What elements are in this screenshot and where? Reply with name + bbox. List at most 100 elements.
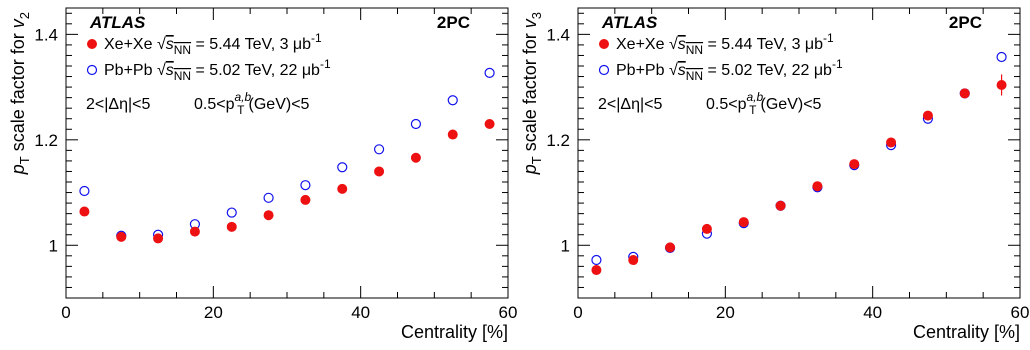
legend-energy-lumi: = 5.02 TeV, 22 μb — [191, 62, 320, 79]
data-point-xexe — [79, 206, 90, 217]
y-axis-title-vsub: 3 — [529, 12, 544, 19]
legend-sqrt-s: s — [166, 62, 174, 79]
y-tick-label: 1 — [561, 236, 570, 255]
data-point-xexe — [153, 233, 164, 244]
y-axis-title-v: v — [8, 18, 28, 28]
analysis-tag: 2PC — [437, 13, 470, 32]
y-axis-title-p: p — [8, 164, 28, 175]
analysis-tag: 2PC — [949, 13, 982, 32]
data-point-xexe — [410, 152, 421, 163]
legend-collision: Pb+Pb — [616, 62, 669, 79]
legend-sqrt-sign: √ — [157, 62, 166, 79]
cut-pt-text: 0.5<p — [194, 96, 235, 113]
x-axis-title: Centrality [%] — [401, 322, 508, 342]
legend-sqrt-sign: √ — [669, 62, 678, 79]
data-point-pbpb — [226, 207, 237, 218]
legend-sqrt-nn: NN — [174, 43, 191, 57]
legend-collision: Xe+Xe — [616, 36, 669, 53]
cut-deta: 2<|Δη|<5 — [598, 96, 662, 113]
cut-pt-rest: (GeV)<5 — [249, 96, 310, 113]
data-point-xexe — [849, 159, 860, 170]
data-point-xexe — [886, 137, 897, 148]
legend-marker-xexe — [599, 39, 609, 49]
cut-pt: 0.5<pa,b T (GeV)<5 — [706, 90, 822, 117]
x-tick-label: 40 — [863, 303, 882, 322]
x-tick-label: 0 — [573, 303, 582, 322]
y-axis-title-text: scale factor for — [8, 28, 28, 156]
data-point-xexe — [738, 217, 749, 228]
legend-sqrt-sign: √ — [669, 36, 678, 53]
y-tick-label: 1.2 — [34, 131, 58, 150]
cut-pt-sub: T — [749, 103, 757, 117]
legend-lumi-exponent: -1 — [823, 31, 834, 45]
legend-sqrt-s: s — [678, 36, 686, 53]
y-axis-title-sub: T — [17, 156, 32, 164]
legend-marker-xexe — [87, 39, 97, 49]
data-point-pbpb — [263, 192, 274, 203]
y-axis-title-p: p — [520, 164, 540, 175]
x-tick-label: 60 — [499, 303, 518, 322]
data-point-pbpb — [300, 180, 311, 191]
data-point-pbpb — [591, 254, 602, 266]
y-tick-label: 1.2 — [546, 131, 570, 150]
data-point-pbpb — [373, 144, 385, 155]
atlas-label: ATLAS — [89, 13, 146, 32]
data-point-pbpb — [337, 162, 348, 173]
legend-collision: Pb+Pb — [104, 62, 157, 79]
cut-pt: 0.5<pa,b T (GeV)<5 — [194, 90, 310, 117]
data-point-xexe — [300, 194, 311, 205]
data-point-xexe — [591, 265, 602, 276]
legend-collision: Xe+Xe — [104, 36, 157, 53]
legend-sqrt-nn: NN — [686, 43, 703, 57]
legend-marker-pbpb — [598, 64, 610, 76]
data-point-xexe — [226, 221, 237, 232]
cut-pt-sub: T — [237, 103, 245, 117]
legend-entry: Pb+Pb √sNN = 5.02 TeV, 22 μb-1 — [104, 57, 331, 83]
data-point-pbpb — [410, 118, 422, 130]
data-point-pbpb — [79, 185, 90, 197]
legend-entry: Xe+Xe √sNN = 5.44 TeV, 3 μb-1 — [616, 31, 834, 57]
x-tick-label: 20 — [204, 303, 223, 322]
x-tick-label: 20 — [716, 303, 735, 322]
data-point-xexe — [701, 223, 712, 234]
cut-pt-text: 0.5<p — [706, 96, 747, 113]
y-axis-title: pT scale factor for v2 — [8, 12, 32, 175]
atlas-label: ATLAS — [601, 13, 658, 32]
x-axis-title: Centrality [%] — [913, 322, 1020, 342]
data-point-xexe — [665, 242, 676, 253]
cut-deta: 2<|Δη|<5 — [86, 96, 150, 113]
y-tick-label: 1 — [49, 236, 58, 255]
cut-pt-sup: a,b — [746, 90, 763, 104]
data-point-xexe — [628, 255, 639, 266]
data-point-xexe — [959, 88, 970, 99]
data-point-xexe — [922, 110, 933, 121]
legend-lumi-exponent: -1 — [311, 31, 322, 45]
y-tick-label: 1.4 — [34, 25, 58, 44]
legend-sqrt-s: s — [678, 62, 686, 79]
data-point-xexe — [484, 119, 495, 129]
y-axis-title-sub: T — [529, 156, 544, 164]
legend-entry: Xe+Xe √sNN = 5.44 TeV, 3 μb-1 — [104, 31, 322, 57]
y-axis-title-vsub: 2 — [17, 12, 32, 19]
data-point-xexe — [263, 210, 274, 221]
legend-sqrt-nn: NN — [174, 69, 191, 83]
legend-marker-pbpb — [86, 64, 98, 76]
data-point-xexe — [337, 183, 348, 194]
x-tick-label: 40 — [351, 303, 370, 322]
x-tick-label: 0 — [61, 303, 70, 322]
data-point-xexe — [189, 226, 200, 237]
y-axis-title: pT scale factor for v3 — [520, 12, 544, 175]
data-point-pbpb — [996, 51, 1007, 63]
data-point-pbpb — [447, 95, 458, 106]
data-point-pbpb — [484, 67, 495, 78]
legend-energy-lumi: = 5.02 TeV, 22 μb — [703, 62, 832, 79]
legend-sqrt-s: s — [166, 36, 174, 53]
y-axis-title-text: scale factor for — [520, 28, 540, 156]
legend-entry: Pb+Pb √sNN = 5.02 TeV, 22 μb-1 — [616, 57, 843, 83]
legend-energy-lumi: = 5.44 TeV, 3 μb — [191, 36, 311, 53]
y-axis-title-v: v — [520, 18, 540, 28]
legend-sqrt-nn: NN — [686, 69, 703, 83]
